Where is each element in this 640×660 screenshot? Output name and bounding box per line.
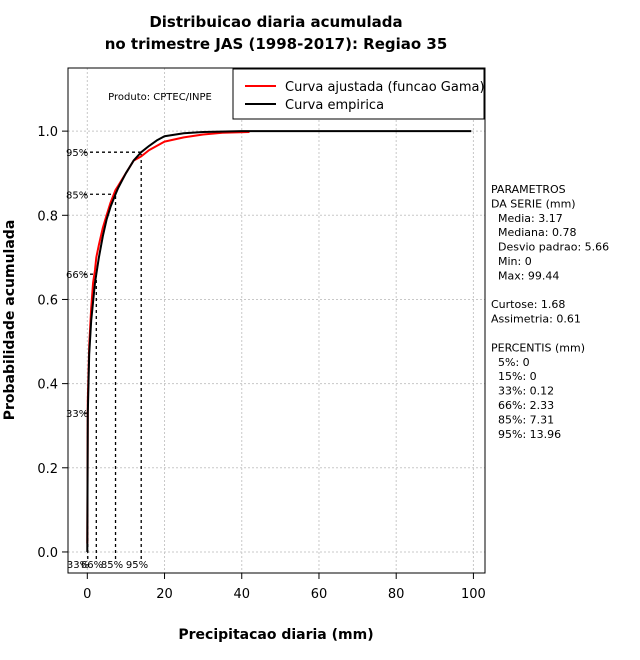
stats-line-17: 95%: 13.96: [491, 428, 561, 441]
series-lines: [86, 130, 472, 553]
y-axis-label: Probabilidade acumulada: [2, 220, 18, 421]
y-tick-label-5: 1.0: [37, 125, 58, 140]
grid-lines: [68, 68, 485, 573]
legend-label-empirical: Curva empirica: [285, 98, 384, 113]
x-axis-label: Precipitacao diaria (mm): [178, 627, 373, 643]
stats-line-5: Min: 0: [491, 255, 532, 268]
x-tick-label-3: 60: [311, 587, 328, 602]
legend-box: [232, 68, 485, 120]
x-tick-label-5: 100: [461, 587, 486, 602]
percentile-xlabel-3: 95%: [126, 560, 148, 571]
y-tick-label-4: 0.8: [37, 209, 58, 224]
x-tick-label-0: 0: [83, 587, 91, 602]
percentile-ylabel-3: 95%: [66, 148, 88, 159]
stats-line-2: Media: 3.17: [491, 212, 563, 225]
stats-line-12: 5%: 0: [491, 356, 530, 369]
percentile-xlabel-1: 66%: [81, 560, 103, 571]
percentile-ylabel-1: 66%: [66, 270, 88, 281]
series-line-empirical: [86, 130, 472, 553]
percentile-xlabel-0: 33%: [67, 560, 89, 571]
stats-line-16: 85%: 7.31: [491, 413, 554, 426]
stats-line-13: 15%: 0: [491, 370, 537, 383]
chart-title-line1: Distribuicao diaria acumulada: [149, 13, 402, 31]
percentile-ylabel-0: 33%: [66, 409, 88, 420]
legend-label-fitted: Curva ajustada (funcao Gama): [285, 80, 485, 95]
stats-line-14: 33%: 0.12: [491, 385, 554, 398]
stats-line-3: Mediana: 0.78: [491, 226, 576, 239]
y-tick-label-1: 0.2: [37, 462, 58, 477]
x-tick-label-4: 80: [388, 587, 405, 602]
stats-line-8: Curtose: 1.68: [491, 298, 565, 311]
plot-frame: [67, 67, 486, 574]
stats-line-9: Assimetria: 0.61: [491, 313, 581, 326]
percentile-ylabel-2: 85%: [66, 190, 88, 201]
stats-line-1: DA SERIE (mm): [491, 197, 576, 210]
stats-line-15: 66%: 2.33: [491, 399, 554, 412]
y-tick-label-0: 0.0: [37, 546, 58, 561]
stats-line-11: PERCENTIS (mm): [491, 341, 585, 354]
percentile-xlabel-2: 85%: [101, 560, 123, 571]
x-tick-label-2: 40: [233, 587, 250, 602]
stats-line-4: Desvio padrao: 5.66: [491, 241, 609, 254]
y-tick-label-3: 0.6: [37, 293, 58, 308]
y-axis-ticks: 0.0 0.2 0.4 0.6 0.8 1.0: [37, 125, 68, 561]
x-tick-label-1: 20: [156, 587, 173, 602]
stats-line-0: PARAMETROS: [491, 183, 566, 196]
chart-title-line2: no trimestre JAS (1998-2017): Regiao 35: [105, 35, 448, 53]
product-label: Produto: CPTEC/INPE: [108, 92, 212, 103]
y-tick-label-2: 0.4: [37, 378, 58, 393]
x-axis-ticks: 0 20 40 60 80 100: [83, 573, 486, 602]
legend: Curva ajustada (funcao Gama) Curva empir…: [232, 68, 485, 120]
series-line-fitted-gamma: [86, 131, 250, 544]
stats-line-6: Max: 99.44: [491, 269, 559, 282]
